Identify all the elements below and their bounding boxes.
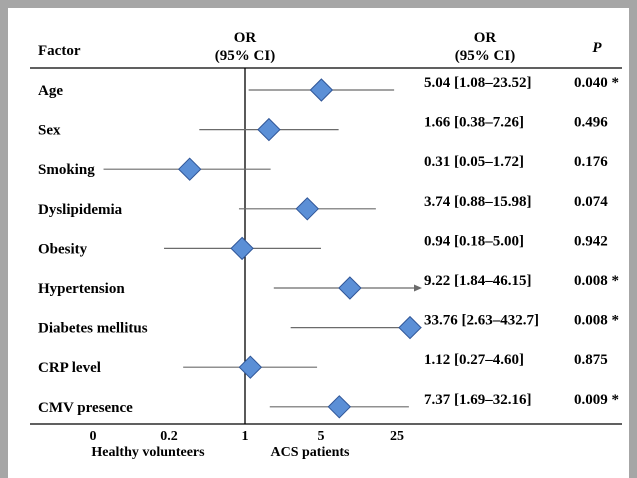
factor-label: Age bbox=[38, 83, 63, 99]
ci-value: 1.66 [0.38–7.26] bbox=[424, 115, 524, 131]
p-value: 0.008 * bbox=[574, 273, 619, 289]
forest-row: CRP level 1.12 [0.27–4.60] 0.875 bbox=[38, 352, 608, 379]
x-tick-label: 5 bbox=[318, 429, 325, 444]
forest-row: Dyslipidemia 3.74 [0.88–15.98] 0.074 bbox=[38, 194, 608, 221]
ci-value: 33.76 [2.63–432.7] bbox=[424, 313, 539, 329]
or-marker bbox=[177, 157, 202, 181]
group-label-right: ACS patients bbox=[271, 445, 351, 460]
forest-row: Obesity 0.94 [0.18–5.00] 0.942 bbox=[38, 233, 608, 261]
or-marker bbox=[309, 78, 334, 102]
p-value: 0.942 bbox=[574, 233, 608, 249]
ci-value: 0.31 [0.05–1.72] bbox=[424, 154, 524, 170]
factor-label: Hypertension bbox=[38, 281, 125, 297]
p-value: 0.496 bbox=[574, 115, 608, 131]
ci-value: 0.94 [0.18–5.00] bbox=[424, 233, 524, 249]
or-marker bbox=[257, 117, 281, 142]
x-tick-label: 25 bbox=[390, 429, 404, 444]
forest-row: Smoking 0.31 [0.05–1.72] 0.176 bbox=[38, 154, 608, 181]
factor-label: Obesity bbox=[38, 241, 88, 257]
forest-row: Diabetes mellitus 33.76 [2.63–432.7] 0.008… bbox=[38, 313, 619, 340]
factor-label: Diabetes mellitus bbox=[38, 321, 148, 337]
header-factor: Factor bbox=[38, 43, 81, 59]
or-marker bbox=[338, 276, 362, 300]
factor-label: CRP level bbox=[38, 360, 101, 376]
header-or-plot-line1: OR bbox=[234, 30, 257, 46]
or-marker bbox=[230, 236, 254, 261]
figure-frame-right bbox=[629, 0, 637, 478]
p-value: 0.040 * bbox=[574, 75, 619, 91]
header-or-col-line1: OR bbox=[474, 30, 497, 46]
ci-value: 3.74 [0.88–15.98] bbox=[424, 194, 532, 210]
or-marker bbox=[295, 197, 319, 221]
forest-row: Age 5.04 [1.08–23.52] 0.040 * bbox=[38, 75, 619, 102]
p-value: 0.875 bbox=[574, 352, 608, 368]
x-tick-label: 0.2 bbox=[160, 429, 178, 444]
header-or-plot-line2: (95% CI) bbox=[215, 48, 275, 64]
x-tick-label: 0 bbox=[90, 429, 97, 444]
forest-row: Hypertension 9.22 [1.84–46.15] 0.008 * bbox=[38, 273, 619, 300]
factor-label: Dyslipidemia bbox=[38, 202, 123, 218]
or-marker bbox=[327, 395, 352, 419]
or-marker bbox=[398, 315, 422, 340]
forest-rows: Age 5.04 [1.08–23.52] 0.040 * Sex 1.66 [0.38… bbox=[38, 75, 619, 419]
ci-value: 5.04 [1.08–23.52] bbox=[424, 75, 532, 91]
or-marker bbox=[238, 355, 263, 379]
header-p: P bbox=[592, 40, 602, 56]
ci-arrow bbox=[414, 284, 422, 292]
ci-value: 9.22 [1.84–46.15] bbox=[424, 273, 532, 289]
p-value: 0.009 * bbox=[574, 392, 619, 408]
p-value: 0.074 bbox=[574, 194, 608, 210]
p-value: 0.176 bbox=[574, 154, 608, 170]
factor-label: Sex bbox=[38, 123, 61, 139]
x-axis-ticks: 0 0.2 1 5 25 bbox=[90, 429, 405, 444]
ci-value: 1.12 [0.27–4.60] bbox=[424, 352, 524, 368]
ci-value: 7.37 [1.69–32.16] bbox=[424, 392, 532, 408]
group-label-left: Healthy volunteers bbox=[91, 445, 205, 460]
forest-row: Sex 1.66 [0.38–7.26] 0.496 bbox=[38, 115, 608, 142]
factor-label: CMV presence bbox=[38, 400, 133, 416]
factor-label: Smoking bbox=[38, 162, 95, 178]
forest-row: CMV presence 7.37 [1.69–32.16] 0.009 * bbox=[38, 392, 619, 419]
header-or-col-line2: (95% CI) bbox=[455, 48, 515, 64]
p-value: 0.008 * bbox=[574, 313, 619, 329]
x-tick-label: 1 bbox=[242, 429, 249, 444]
